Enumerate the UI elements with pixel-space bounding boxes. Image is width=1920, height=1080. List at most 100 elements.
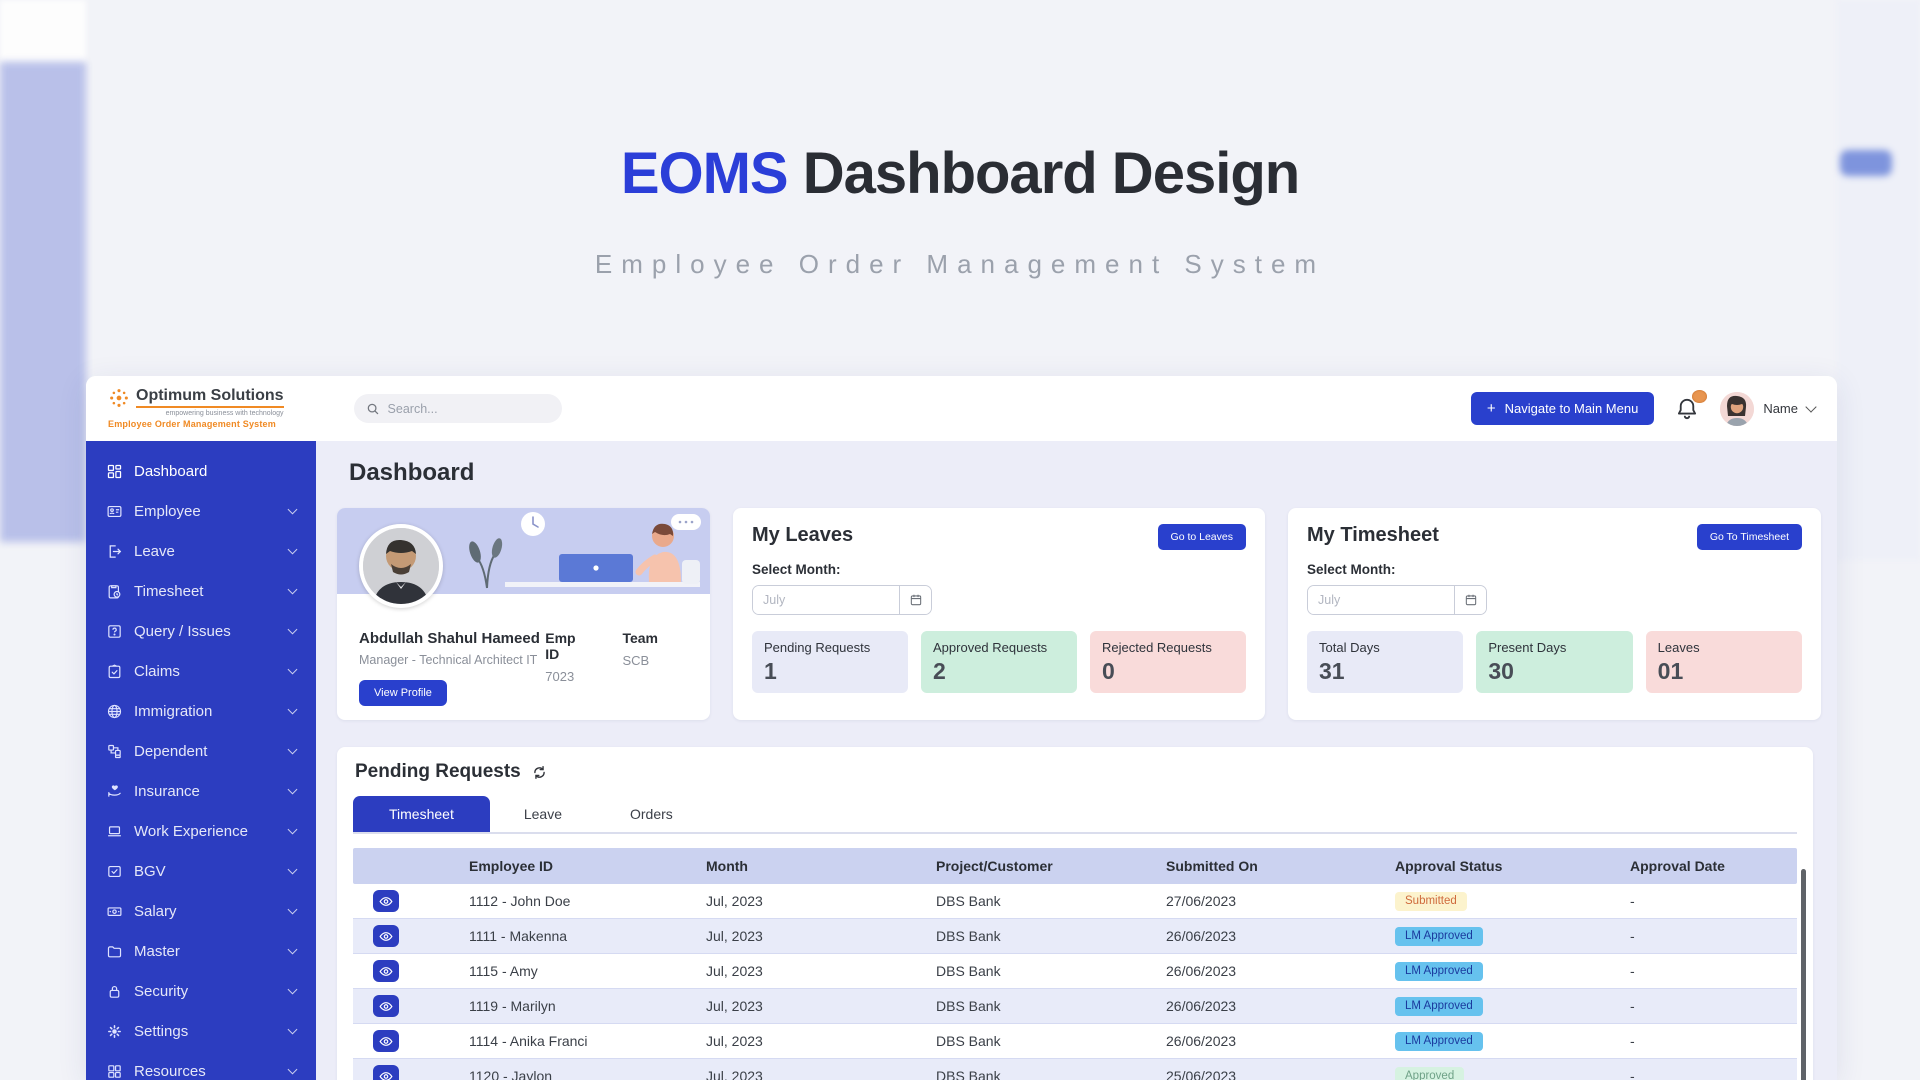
stat-value: 2: [933, 658, 946, 684]
stat-label: Present Days: [1488, 640, 1567, 655]
pending-requests-stat: Pending Requests 1: [752, 631, 908, 693]
search-input[interactable]: [387, 401, 550, 416]
sidebar-item-label: Employee: [134, 502, 201, 520]
pending-requests-panel: Pending Requests Timesheet Leave Orders …: [337, 747, 1813, 1080]
navigate-main-menu-button[interactable]: + Navigate to Main Menu: [1470, 392, 1655, 425]
timesheet-calendar-button[interactable]: [1454, 586, 1486, 614]
cell-submitted: 26/06/2023: [1166, 963, 1237, 979]
cell-submitted: 25/06/2023: [1166, 1068, 1237, 1080]
sidebar-item-master[interactable]: Master: [86, 931, 316, 971]
view-row-button[interactable]: [373, 1065, 399, 1080]
tab-timesheet[interactable]: Timesheet: [353, 796, 490, 832]
eye-icon: [379, 896, 393, 906]
title-rest: Dashboard Design: [802, 141, 1300, 206]
salary-banknote-icon: [107, 906, 122, 916]
go-to-leaves-button[interactable]: Go to Leaves: [1157, 524, 1246, 550]
sidebar-item-security[interactable]: Security: [86, 971, 316, 1011]
cell-approval-date: -: [1630, 893, 1635, 909]
cell-submitted: 26/06/2023: [1166, 998, 1237, 1014]
employee-role: Manager - Technical Architect IT: [359, 653, 538, 667]
user-menu[interactable]: Name: [1720, 391, 1817, 426]
sidebar-item-query-issues[interactable]: Query / Issues: [86, 611, 316, 651]
sidebar-item-insurance[interactable]: Insurance: [86, 771, 316, 811]
table-scrollbar[interactable]: [1801, 869, 1806, 1080]
col-employee-id: Employee ID: [469, 858, 554, 874]
sidebar-item-leave[interactable]: Leave: [86, 531, 316, 571]
view-row-button[interactable]: [373, 960, 399, 982]
team-value: SCB: [622, 653, 650, 668]
col-approval-date: Approval Date: [1630, 858, 1725, 874]
cell-month: Jul, 2023: [706, 1068, 763, 1080]
employee-photo: [359, 524, 443, 608]
page-subtitle: Employee Order Management System: [594, 249, 1326, 279]
table-row: 1112 - John Doe Jul, 2023 DBS Bank 27/06…: [353, 884, 1797, 919]
view-profile-button[interactable]: View Profile: [359, 680, 447, 706]
cell-employee-id: 1112 - John Doe: [469, 893, 571, 909]
eye-icon: [379, 966, 393, 976]
sidebar-item-resources[interactable]: Resources: [86, 1051, 316, 1080]
leaves-stat: Leaves 01: [1645, 631, 1802, 693]
cell-submitted: 26/06/2023: [1166, 928, 1237, 944]
view-row-button[interactable]: [373, 925, 399, 947]
tab-leave[interactable]: Leave: [523, 806, 562, 822]
notification-badge: [1692, 389, 1708, 403]
laptop-icon: [108, 825, 121, 836]
sidebar-item-salary[interactable]: Salary: [86, 891, 316, 931]
employee-badge-icon: [107, 505, 122, 517]
user-avatar: [1720, 391, 1755, 426]
sidebar-item-employee[interactable]: Employee: [86, 491, 316, 531]
sidebar-item-dashboard[interactable]: Dashboard: [86, 451, 316, 491]
folder-icon: [107, 945, 122, 957]
select-month-label: Select Month:: [1307, 562, 1396, 577]
chevron-down-icon: [287, 544, 298, 555]
sidebar-item-bgv[interactable]: BGV: [86, 851, 316, 891]
sidebar-item-work-experience[interactable]: Work Experience: [86, 811, 316, 851]
leaves-calendar-button[interactable]: [899, 586, 931, 614]
cell-employee-id: 1111 - Makenna: [469, 928, 568, 944]
refresh-icon[interactable]: [531, 764, 548, 781]
stat-value: 01: [1657, 658, 1684, 684]
leaves-month-input[interactable]: [753, 586, 899, 614]
sidebar-item-claims[interactable]: Claims: [86, 651, 316, 691]
background-mockup-left-header: [0, 0, 86, 62]
total-days-stat: Total Days 31: [1307, 631, 1464, 693]
view-row-button[interactable]: [373, 1030, 399, 1052]
insurance-hand-heart-icon: [108, 784, 121, 797]
employee-profile-card: Abdullah Shahul Hameed Manager - Technic…: [337, 508, 710, 720]
resources-grid-icon: [108, 1064, 121, 1078]
sidebar-item-dependent[interactable]: Dependent: [86, 731, 316, 771]
table-row: 1115 - Amy Jul, 2023 DBS Bank 26/06/2023…: [353, 954, 1797, 989]
timesheet-month-input[interactable]: [1308, 586, 1454, 614]
view-row-button[interactable]: [373, 995, 399, 1017]
pending-requests-title: Pending Requests: [355, 761, 521, 782]
sidebar-item-settings[interactable]: Settings: [86, 1011, 316, 1051]
view-row-button[interactable]: [373, 890, 399, 912]
cell-approval-date: -: [1630, 963, 1635, 979]
sidebar-item-immigration[interactable]: Immigration: [86, 691, 316, 731]
background-mockup-right-button: [1840, 150, 1892, 176]
tab-orders[interactable]: Orders: [630, 806, 673, 822]
sidebar-item-label: Dashboard: [134, 462, 208, 480]
sidebar-item-label: Work Experience: [134, 822, 248, 840]
cell-submitted: 26/06/2023: [1166, 1033, 1237, 1049]
my-leaves-title: My Leaves: [752, 524, 854, 546]
eye-icon: [379, 931, 393, 941]
chevron-down-icon: [287, 744, 298, 755]
stat-value: 30: [1488, 658, 1514, 684]
go-to-timesheet-button[interactable]: Go To Timesheet: [1696, 524, 1802, 550]
status-badge: LM Approved: [1395, 1031, 1483, 1052]
brand-name: Optimum Solutions: [136, 387, 284, 408]
cell-approval-date: -: [1630, 998, 1635, 1014]
sidebar-item-timesheet[interactable]: Timesheet: [86, 571, 316, 611]
brand-product-name: Employee Order Management System: [108, 419, 276, 430]
status-badge: LM Approved: [1395, 996, 1483, 1017]
notifications-button[interactable]: [1674, 389, 1708, 422]
cell-employee-id: 1120 - Jaylon: [469, 1068, 553, 1080]
chevron-down-icon: [287, 704, 298, 715]
chevron-down-icon: [287, 624, 298, 635]
sidebar-item-label: Master: [134, 942, 180, 960]
search-bar[interactable]: [353, 394, 562, 423]
table-row: 1120 - Jaylon Jul, 2023 DBS Bank 25/06/2…: [353, 1059, 1797, 1080]
pending-tabs: Timesheet Leave Orders: [353, 796, 1797, 834]
sidebar-item-label: Query / Issues: [134, 622, 231, 640]
